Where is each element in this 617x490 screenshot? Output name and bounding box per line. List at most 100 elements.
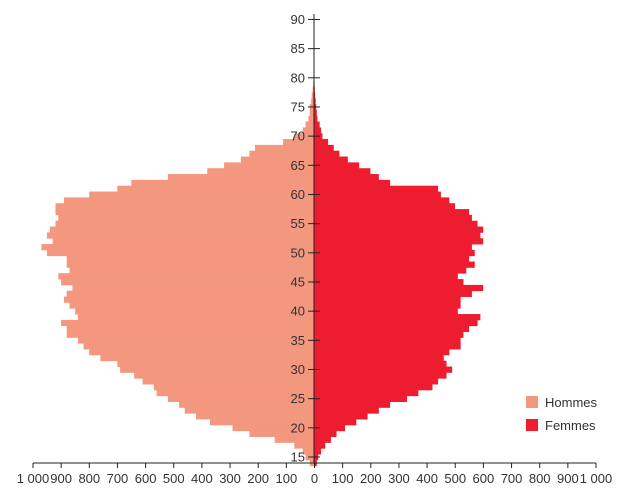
bar-femmes-age-17 — [314, 442, 326, 449]
bar-hommes-age-42 — [63, 296, 314, 303]
bar-hommes-age-29 — [134, 372, 314, 379]
bar-hommes-age-72 — [305, 121, 314, 128]
bar-femmes-age-37 — [314, 325, 470, 332]
bar-hommes-age-66 — [240, 156, 314, 163]
y-tick-label: 85 — [291, 41, 305, 56]
x-tick-label: 100 — [275, 471, 297, 486]
bar-femmes-age-65 — [314, 162, 360, 169]
bar-femmes-age-63 — [314, 174, 379, 181]
legend-swatch-femmes — [526, 419, 538, 431]
bar-hommes-age-43 — [66, 290, 314, 297]
bar-femmes-age-20 — [314, 424, 346, 432]
bar-femmes-age-36 — [314, 331, 464, 338]
bar-hommes-age-23 — [184, 407, 314, 414]
y-tick-label: 75 — [291, 99, 305, 114]
y-tick-label: 25 — [291, 391, 305, 406]
bar-femmes-age-62 — [314, 179, 391, 187]
bar-femmes-age-26 — [314, 389, 419, 397]
bar-hommes-age-56 — [58, 214, 314, 222]
bar-femmes-age-24 — [314, 401, 391, 408]
bar-femmes-age-21 — [314, 419, 357, 426]
x-tick-label: 300 — [388, 471, 410, 486]
bar-femmes-age-55 — [314, 220, 478, 227]
bar-femmes-age-59 — [314, 197, 450, 204]
bar-hommes-age-77 — [311, 92, 314, 99]
bar-hommes-age-18 — [274, 436, 314, 443]
x-tick-label: 1 000 — [17, 471, 50, 486]
x-tick-label: 200 — [360, 471, 382, 486]
bar-hommes-age-76 — [311, 98, 314, 105]
bar-hommes-age-73 — [308, 115, 314, 122]
bar-femmes-age-74 — [314, 109, 317, 117]
bar-femmes-age-60 — [314, 191, 441, 198]
bar-femmes-age-52 — [314, 238, 484, 245]
x-tick-label: 600 — [473, 471, 495, 486]
bar-hommes-age-59 — [63, 197, 314, 204]
x-tick-label: 800 — [78, 471, 100, 486]
bar-hommes-age-35 — [77, 337, 315, 344]
bar-femmes-age-32 — [314, 354, 444, 362]
bar-hommes-age-22 — [195, 413, 314, 420]
bar-hommes-age-52 — [52, 238, 315, 245]
bar-hommes-age-71 — [302, 127, 314, 134]
bar-femmes-age-43 — [314, 290, 472, 297]
bar-hommes-age-61 — [117, 185, 314, 192]
bar-hommes-age-50 — [47, 249, 315, 257]
x-axis-ticks: 1 000 900 800 700 600 500 400 300 200 100 0 100 200 3… — [17, 463, 612, 486]
bar-femmes-age-66 — [314, 156, 348, 163]
legend-swatch-hommes — [526, 396, 538, 408]
bar-femmes-age-18 — [314, 436, 331, 443]
legend-label-hommes: Hommes — [545, 394, 598, 410]
bar-hommes-age-63 — [167, 174, 314, 181]
legend-item-femmes: Femmes — [526, 415, 614, 435]
legend-label-femmes: Femmes — [545, 417, 596, 433]
bar-femmes-age-25 — [314, 395, 408, 402]
bar-hommes-age-60 — [89, 191, 314, 198]
y-tick-label: 70 — [291, 129, 305, 144]
bar-femmes-age-56 — [314, 214, 472, 222]
bar-femmes-age-22 — [314, 413, 368, 420]
y-tick-label: 60 — [291, 187, 305, 202]
bar-femmes-age-30 — [314, 366, 453, 373]
bar-femmes-age-23 — [314, 407, 379, 414]
bar-hommes-age-28 — [142, 378, 314, 385]
y-tick-label: 15 — [291, 450, 305, 465]
bar-hommes-age-25 — [167, 395, 314, 402]
x-tick-label: 800 — [529, 471, 551, 486]
bar-femmes-age-58 — [314, 203, 455, 210]
y-tick-label: 90 — [291, 12, 305, 27]
bar-hommes-age-58 — [55, 203, 314, 210]
bar-femmes-age-33 — [314, 349, 450, 356]
bar-hommes-age-17 — [294, 442, 314, 449]
y-tick-label: 80 — [291, 70, 305, 85]
bar-femmes-age-61 — [314, 185, 439, 192]
x-tick-label: 200 — [247, 471, 269, 486]
bar-femmes-age-41 — [314, 302, 461, 309]
x-tick-label: 700 — [501, 471, 523, 486]
bar-femmes-age-27 — [314, 384, 433, 391]
bar-femmes-age-19 — [314, 430, 337, 437]
x-tick-label: 700 — [107, 471, 129, 486]
bar-hommes-age-19 — [249, 430, 314, 437]
bar-femmes-age-73 — [314, 115, 318, 122]
bar-hommes-age-30 — [120, 366, 314, 373]
x-tick-label: 900 — [557, 471, 579, 486]
bar-hommes-age-67 — [249, 150, 314, 157]
bar-hommes-age-49 — [66, 255, 314, 262]
bar-femmes-age-49 — [314, 255, 470, 262]
bar-hommes-age-33 — [89, 349, 314, 356]
x-tick-label: 600 — [135, 471, 157, 486]
bar-femmes-age-35 — [314, 337, 461, 344]
bar-hommes-age-69 — [283, 139, 314, 146]
bar-hommes-age-26 — [156, 389, 314, 397]
bar-hommes-age-41 — [69, 302, 314, 309]
bar-hommes-age-32 — [100, 354, 314, 362]
x-tick-label: 400 — [191, 471, 213, 486]
bar-hommes-age-78 — [312, 86, 314, 93]
bar-femmes-age-45 — [314, 279, 464, 286]
bar-hommes-age-38 — [61, 319, 314, 327]
bar-hommes-age-39 — [77, 314, 315, 321]
bar-hommes-age-57 — [55, 209, 314, 216]
y-tick-label: 55 — [291, 216, 305, 231]
